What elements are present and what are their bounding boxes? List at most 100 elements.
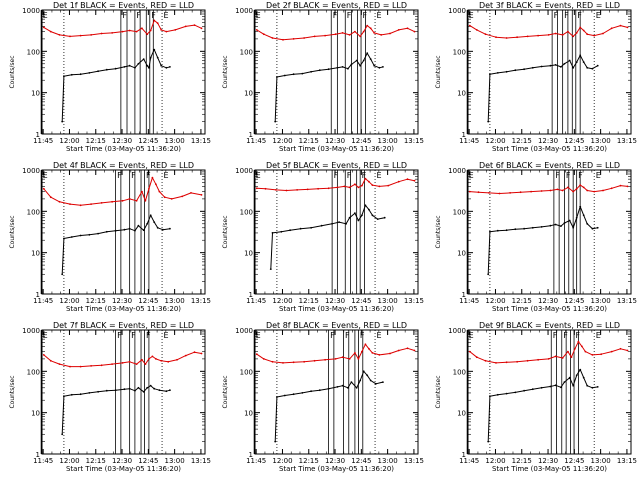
lld-point — [579, 184, 582, 186]
interval-marker-label: E — [256, 331, 261, 340]
lld-point — [380, 34, 383, 36]
interval-marker-label: F — [554, 11, 559, 20]
interval-marker-label: E — [377, 331, 382, 340]
events-series-line — [270, 204, 385, 270]
events-point — [61, 273, 64, 276]
lld-point — [413, 30, 416, 33]
lld-point — [484, 33, 487, 36]
x-tick-label: 12:00 — [59, 297, 79, 305]
lld-point — [313, 35, 316, 38]
events-point — [327, 68, 330, 71]
interval-marker-label: E — [164, 331, 169, 340]
x-tick-label: 13:00 — [378, 297, 398, 305]
events-series-line — [487, 369, 598, 442]
x-tick-label: 12:00 — [59, 457, 79, 465]
detector-panel: Det 7f BLACK = Events, RED = LLD 1 10 100 10… — [9, 321, 211, 473]
events-point — [310, 390, 312, 393]
detector-panel: Det 9f BLACK = Events, RED = LLD 1 10 100 10… — [435, 321, 637, 473]
events-point — [70, 393, 73, 396]
lld-point — [58, 363, 61, 365]
panel-title: Det 3f BLACK = Events, RED = LLD — [479, 1, 620, 10]
events-point — [359, 64, 362, 67]
lld-point — [69, 35, 71, 38]
lld-point — [369, 27, 372, 30]
events-point — [156, 56, 159, 59]
events-point — [137, 386, 140, 389]
lld-point — [567, 186, 569, 189]
x-tick-label: 12:15 — [512, 457, 532, 465]
panel-title: Det 5f BLACK = Events, RED = LLD — [266, 161, 407, 170]
lld-point — [397, 349, 400, 352]
x-tick-label: 12:30 — [325, 457, 345, 465]
events-point — [271, 232, 274, 234]
lld-point — [141, 190, 143, 193]
events-point — [489, 395, 491, 398]
events-series-line — [487, 206, 598, 275]
interval-marker-label: E — [256, 171, 261, 180]
x-tick-label: 12:00 — [272, 137, 292, 145]
lld-point — [144, 199, 147, 202]
lld-point — [313, 359, 316, 362]
lld-point — [42, 187, 45, 190]
events-point — [496, 393, 499, 396]
lld-point — [348, 358, 351, 360]
events-point — [487, 273, 490, 276]
lld-series-line — [469, 25, 628, 39]
events-point — [274, 120, 277, 123]
events-point — [591, 67, 594, 70]
x-tick-label: 11:45 — [246, 297, 266, 305]
lld-point — [341, 32, 344, 34]
lld-point — [475, 356, 478, 359]
lld-point — [468, 350, 471, 353]
lld-point — [537, 358, 539, 361]
x-tick-label: 12:15 — [512, 297, 532, 305]
x-tick-label: 12:15 — [86, 137, 106, 145]
events-point — [276, 76, 278, 78]
x-tick-label: 13:00 — [591, 457, 611, 465]
x-tick-label: 12:30 — [538, 137, 558, 145]
lld-point — [509, 192, 511, 194]
events-point — [369, 379, 372, 382]
y-tick-label: 1000 — [448, 167, 466, 175]
lld-point — [153, 19, 156, 22]
lld-point — [306, 188, 309, 191]
x-tick-label: 13:00 — [591, 297, 611, 305]
x-tick-label: 13:15 — [191, 297, 211, 305]
panel-title: Det 4f BLACK = Events, RED = LLD — [53, 161, 194, 170]
detector-panel: Det 6f BLACK = Events, RED = LLD 1 10 100 10… — [435, 161, 637, 313]
lld-point — [577, 340, 580, 343]
events-point — [341, 384, 344, 387]
lld-point — [484, 359, 487, 362]
events-point — [114, 229, 117, 232]
plot-frame — [41, 329, 206, 455]
events-point — [496, 229, 499, 232]
x-tick-label: 12:45 — [351, 297, 371, 305]
x-axis-label: Start Time (03-May-05 11:36:20) — [66, 465, 181, 473]
x-axis-label: Start Time (03-May-05 11:36:20) — [66, 305, 181, 313]
events-point — [105, 389, 108, 392]
x-tick-label: 12:00 — [59, 137, 79, 145]
y-tick-label: 100 — [27, 48, 40, 56]
events-point — [369, 58, 372, 60]
lld-point — [111, 363, 113, 365]
events-point — [586, 66, 589, 69]
events-point — [134, 229, 136, 232]
events-point — [560, 66, 562, 68]
events-point — [554, 223, 557, 226]
interval-marker-label: F — [151, 11, 156, 20]
lld-point — [200, 194, 203, 196]
x-tick-label: 12:15 — [299, 457, 319, 465]
lld-point — [554, 32, 557, 35]
events-point — [531, 388, 534, 391]
lld-point — [303, 360, 305, 363]
plot-frame — [41, 169, 206, 295]
panel-title: Det 2f BLACK = Events, RED = LLD — [266, 1, 407, 10]
events-point — [579, 205, 582, 208]
lld-point — [100, 202, 103, 204]
lld-point — [317, 187, 319, 190]
events-point — [105, 68, 108, 71]
events-point — [97, 232, 99, 235]
lld-point — [361, 350, 363, 353]
events-point — [563, 222, 566, 224]
y-tick-label: 100 — [240, 368, 253, 376]
